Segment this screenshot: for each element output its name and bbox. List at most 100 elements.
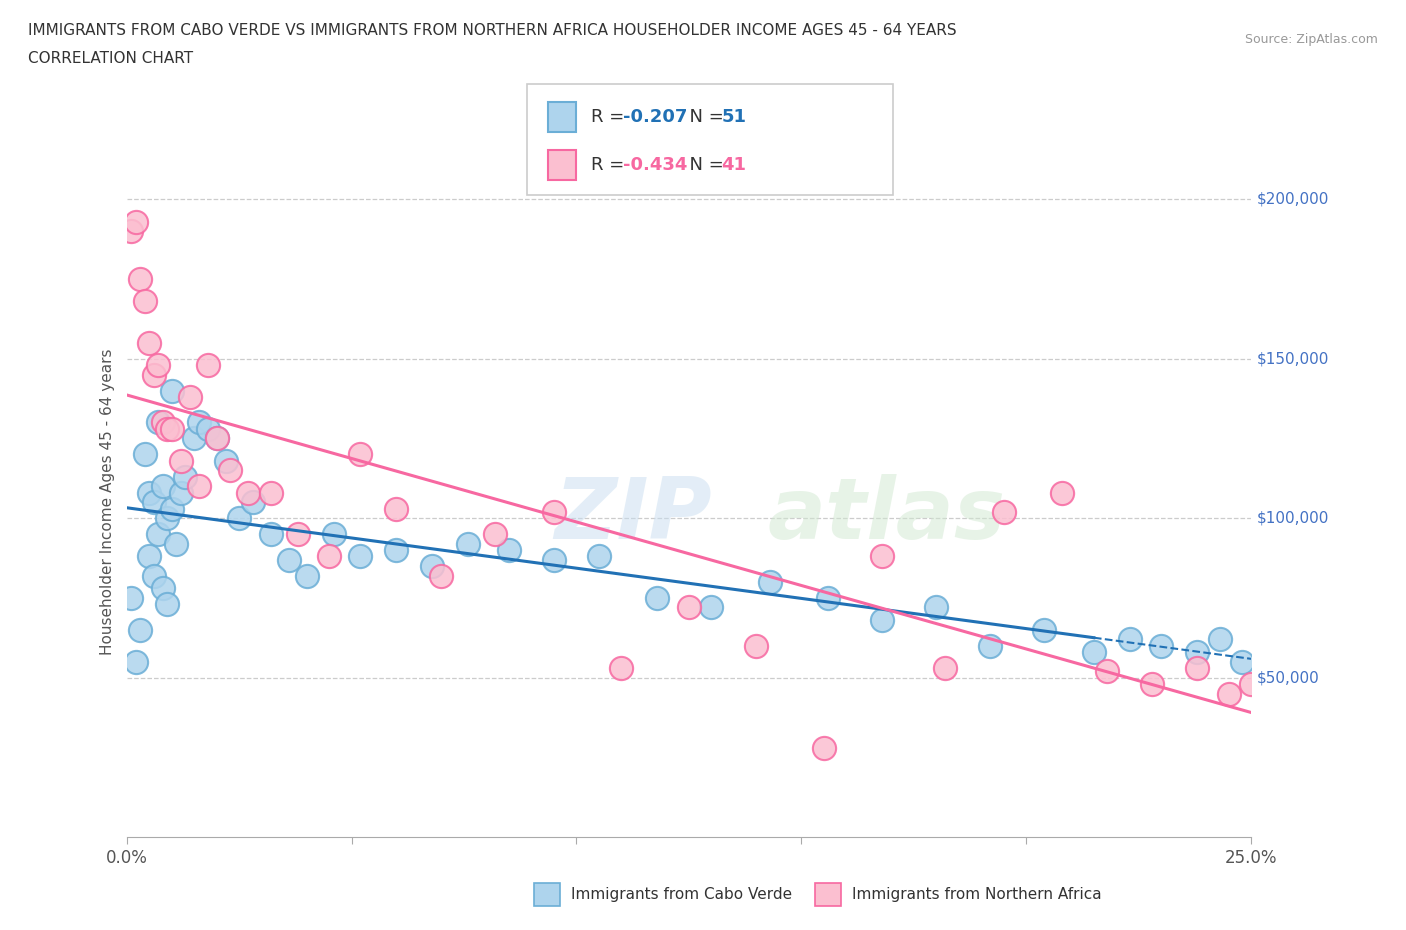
Point [1150, 638, 1173, 653]
Point [138, 336, 160, 351]
Point [295, 568, 318, 583]
Point [160, 421, 183, 436]
Point [813, 740, 835, 755]
Point [925, 600, 948, 615]
Text: $200,000: $200,000 [1257, 192, 1329, 206]
Y-axis label: Householder Income Ages 45 - 64 years: Householder Income Ages 45 - 64 years [100, 349, 115, 656]
Point [745, 638, 768, 653]
Point [1052, 485, 1074, 500]
Point [934, 660, 956, 675]
Point [169, 485, 191, 500]
Point [610, 660, 633, 675]
Point [152, 415, 174, 430]
Text: R =: R = [591, 108, 630, 126]
Point [318, 549, 340, 564]
Point [205, 431, 228, 445]
Point [160, 501, 183, 516]
Point [205, 431, 228, 445]
Point [138, 549, 160, 564]
Point [156, 597, 179, 612]
Point [1187, 660, 1209, 675]
Point [124, 654, 146, 669]
Point [457, 537, 479, 551]
Point [498, 542, 520, 557]
Point [142, 495, 165, 510]
Point [142, 367, 165, 382]
Point [993, 504, 1015, 519]
Point [187, 479, 209, 494]
Text: $100,000: $100,000 [1257, 511, 1329, 525]
Point [422, 559, 444, 574]
Text: 51: 51 [721, 108, 747, 126]
Point [179, 390, 201, 405]
Point [1232, 654, 1254, 669]
Point [872, 613, 894, 628]
Point [277, 552, 299, 567]
Point [187, 415, 209, 430]
Point [1097, 664, 1119, 679]
Point [242, 495, 264, 510]
Text: ZIP: ZIP [554, 474, 711, 557]
Point [146, 526, 169, 541]
Point [1218, 686, 1240, 701]
Point [872, 549, 894, 564]
Point [543, 552, 565, 567]
Point [484, 526, 506, 541]
Point [134, 447, 156, 462]
Point [214, 453, 236, 468]
Point [322, 526, 344, 541]
Point [142, 568, 165, 583]
Point [700, 600, 723, 615]
Point [259, 526, 281, 541]
Point [678, 600, 700, 615]
Text: $50,000: $50,000 [1257, 671, 1320, 685]
Point [219, 463, 242, 478]
Text: CORRELATION CHART: CORRELATION CHART [28, 51, 193, 66]
Point [152, 581, 174, 596]
Text: 41: 41 [721, 156, 747, 174]
Point [979, 638, 1001, 653]
Point [169, 453, 191, 468]
Text: R =: R = [591, 156, 630, 174]
Point [183, 431, 205, 445]
Point [197, 358, 219, 373]
Point [120, 591, 142, 605]
Point [385, 501, 408, 516]
Text: N =: N = [678, 156, 730, 174]
Point [160, 383, 183, 398]
Point [165, 537, 187, 551]
Point [430, 568, 453, 583]
Point [129, 622, 152, 637]
Point [287, 526, 309, 541]
Point [543, 504, 565, 519]
Point [349, 549, 371, 564]
Point [152, 479, 174, 494]
Point [1083, 644, 1105, 659]
Point [385, 542, 408, 557]
Text: Immigrants from Cabo Verde: Immigrants from Cabo Verde [571, 887, 792, 902]
Point [1142, 676, 1164, 691]
Point [197, 421, 219, 436]
Point [1209, 631, 1232, 646]
Point [1240, 676, 1263, 691]
Point [349, 447, 371, 462]
Point [146, 358, 169, 373]
Point [817, 591, 839, 605]
Point [146, 415, 169, 430]
Point [174, 470, 197, 485]
Point [134, 294, 156, 309]
Point [124, 214, 146, 229]
Point [129, 272, 152, 286]
Point [588, 549, 610, 564]
Point [138, 485, 160, 500]
Text: Source: ZipAtlas.com: Source: ZipAtlas.com [1244, 33, 1378, 46]
Point [259, 485, 281, 500]
Text: N =: N = [678, 108, 730, 126]
Text: -0.434: -0.434 [623, 156, 688, 174]
Point [1119, 631, 1142, 646]
Point [120, 224, 142, 239]
Point [228, 511, 250, 525]
Point [156, 511, 179, 525]
Point [156, 421, 179, 436]
Text: Immigrants from Northern Africa: Immigrants from Northern Africa [852, 887, 1102, 902]
